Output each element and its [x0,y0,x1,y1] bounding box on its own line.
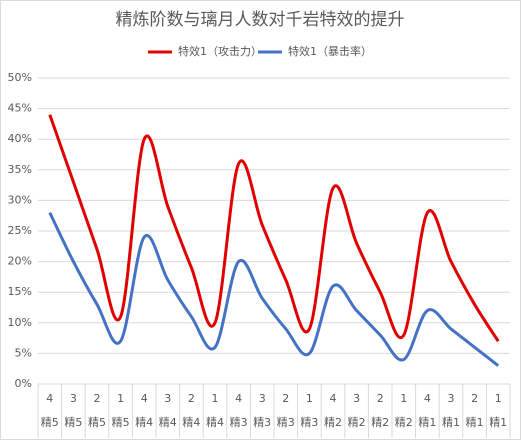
y-tick-label: 10% [8,316,32,329]
y-tick-label: 0% [15,377,32,390]
y-tick-label: 5% [15,346,32,359]
x-tick-label: 4 [424,392,431,405]
x-group-label: 精1 [466,416,484,429]
legend-label: 特效1（攻击力） [178,44,262,58]
y-tick-label: 30% [8,193,32,206]
x-tick-label: 4 [330,392,337,405]
x-group-label: 精5 [112,416,130,429]
y-tick-label: 35% [8,163,32,176]
x-group-label: 精1 [489,416,507,429]
y-tick-label: 20% [8,255,32,268]
x-group-label: 精4 [135,416,153,429]
x-tick-label: 3 [448,392,455,405]
legend-label: 特效1（暴击率） [288,44,372,58]
x-group-label: 精2 [371,416,389,429]
x-group-label: 精1 [418,416,436,429]
y-tick-label: 50% [8,71,32,84]
x-tick-label: 2 [471,392,478,405]
series-line [48,211,500,367]
x-group-label: 精1 [442,416,460,429]
x-group-label: 精2 [324,416,342,429]
x-group-label: 精2 [395,416,413,429]
x-tick-label: 2 [377,392,384,405]
chart-title: 精炼阶数与璃月人数对千岩特效的提升 [116,10,405,30]
x-group-label: 精5 [41,416,59,429]
x-group-label: 精5 [88,416,106,429]
x-group-label: 精4 [206,416,224,429]
x-tick-label: 3 [353,392,360,405]
x-group-label: 精3 [277,416,295,429]
x-tick-label: 4 [235,392,242,405]
y-tick-label: 40% [8,132,32,145]
x-tick-label: 1 [117,392,124,405]
y-tick-label: 45% [8,102,32,115]
y-tick-label: 25% [8,224,32,237]
x-tick-label: 3 [259,392,266,405]
x-tick-label: 1 [212,392,219,405]
x-group-label: 精4 [159,416,177,429]
x-tick-label: 1 [306,392,313,405]
x-tick-label: 3 [70,392,77,405]
x-tick-label: 1 [495,392,502,405]
x-group-label: 精4 [182,416,200,429]
y-tick-label: 15% [8,285,32,298]
x-tick-label: 3 [164,392,171,405]
x-group-label: 精3 [230,416,248,429]
x-tick-label: 4 [141,392,148,405]
x-tick-label: 4 [46,392,53,405]
series-line [48,114,500,342]
x-group-label: 精3 [253,416,271,429]
x-tick-label: 1 [400,392,407,405]
x-tick-label: 2 [188,392,195,405]
x-group-label: 精3 [300,416,318,429]
x-tick-label: 2 [282,392,289,405]
x-tick-label: 2 [94,392,101,405]
x-group-label: 精5 [64,416,82,429]
x-group-label: 精2 [348,416,366,429]
